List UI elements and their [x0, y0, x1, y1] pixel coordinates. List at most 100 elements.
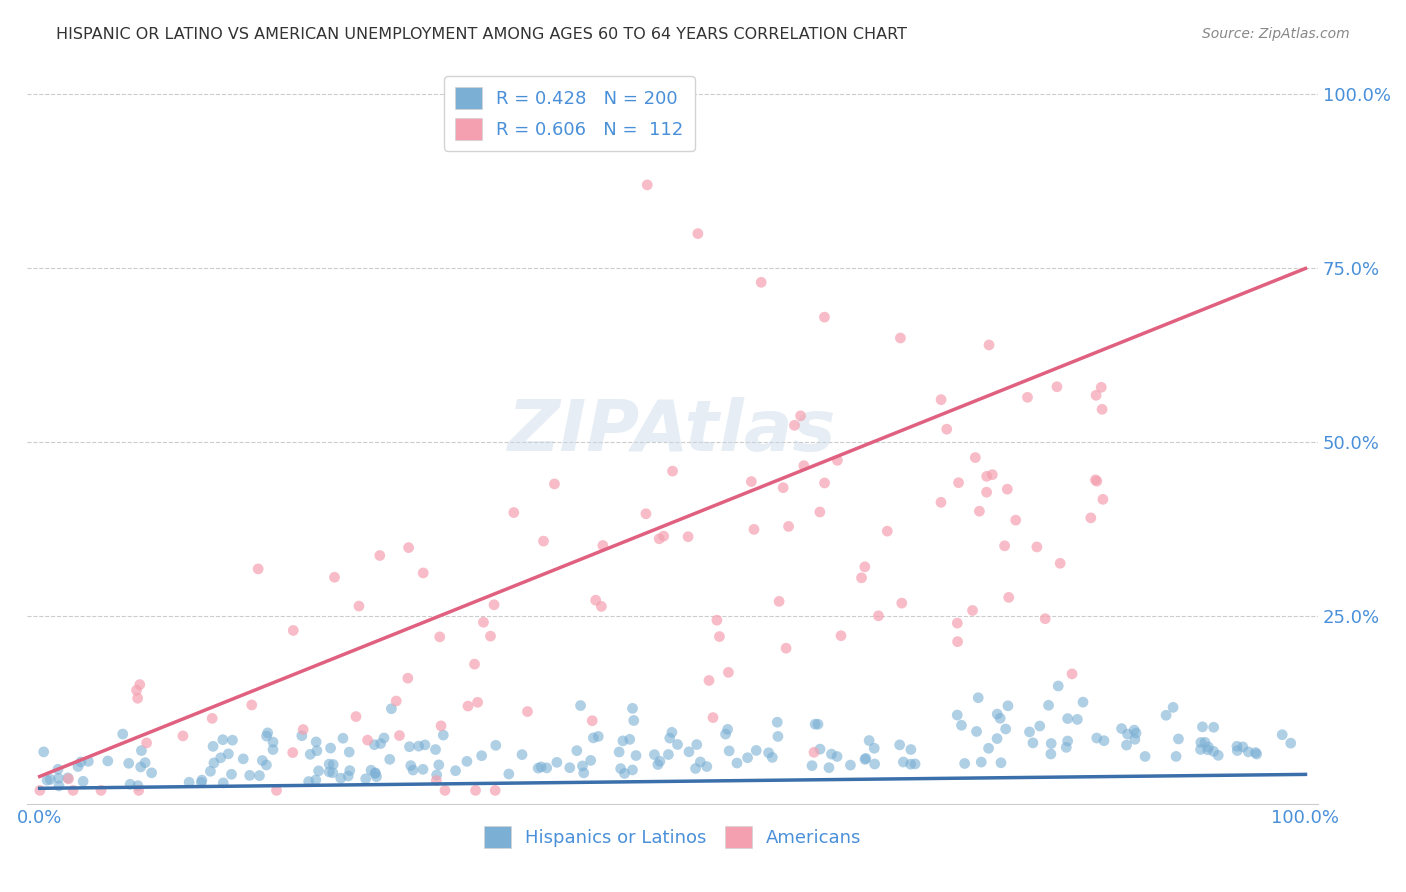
Point — [621, 701, 644, 715]
Point — [820, 747, 842, 761]
Point — [252, 754, 274, 768]
Point — [262, 735, 284, 749]
Point — [1017, 390, 1039, 404]
Point — [58, 772, 80, 786]
Point — [318, 757, 340, 772]
Point — [281, 746, 304, 760]
Point — [337, 745, 360, 759]
Point — [536, 761, 558, 775]
Point — [643, 747, 665, 762]
Point — [292, 723, 315, 737]
Point — [467, 695, 489, 709]
Point — [266, 783, 288, 797]
Point — [808, 505, 831, 519]
Point — [1071, 695, 1094, 709]
Point — [962, 603, 984, 617]
Point — [948, 475, 970, 490]
Point — [510, 747, 533, 762]
Point — [990, 756, 1012, 770]
Point — [1226, 739, 1249, 754]
Point — [853, 752, 876, 766]
Point — [354, 772, 377, 786]
Point — [1111, 722, 1133, 736]
Point — [380, 702, 402, 716]
Point — [1197, 743, 1219, 757]
Point — [378, 752, 401, 766]
Point — [485, 739, 508, 753]
Point — [1085, 388, 1108, 402]
Point — [697, 673, 720, 688]
Point — [876, 524, 898, 538]
Point — [368, 549, 391, 563]
Point — [789, 409, 811, 423]
Point — [571, 759, 593, 773]
Point — [1046, 380, 1069, 394]
Point — [329, 771, 352, 785]
Point — [1197, 739, 1219, 754]
Point — [613, 766, 636, 780]
Point — [853, 559, 876, 574]
Point — [647, 757, 669, 772]
Point — [749, 276, 772, 290]
Point — [1080, 511, 1102, 525]
Point — [457, 699, 479, 714]
Point — [863, 741, 886, 756]
Point — [412, 566, 434, 580]
Point — [502, 506, 524, 520]
Point — [388, 729, 411, 743]
Point — [398, 739, 420, 754]
Point — [889, 331, 911, 345]
Point — [305, 744, 328, 758]
Point — [308, 764, 330, 778]
Point — [1066, 713, 1088, 727]
Point — [39, 772, 62, 787]
Point — [1018, 725, 1040, 739]
Point — [339, 764, 361, 778]
Point — [619, 732, 641, 747]
Point — [793, 458, 815, 473]
Point — [1189, 742, 1212, 756]
Point — [648, 754, 671, 768]
Point — [118, 756, 141, 771]
Point — [221, 767, 243, 781]
Point — [247, 562, 270, 576]
Point — [995, 482, 1018, 496]
Text: HISPANIC OR LATINO VS AMERICAN UNEMPLOYMENT AMONG AGES 60 TO 64 YEARS CORRELATIO: HISPANIC OR LATINO VS AMERICAN UNEMPLOYM… — [56, 27, 907, 42]
Point — [200, 764, 222, 779]
Point — [1022, 736, 1045, 750]
Point — [427, 757, 450, 772]
Point — [232, 752, 254, 766]
Point — [498, 767, 520, 781]
Point — [396, 671, 419, 685]
Point — [946, 616, 969, 631]
Point — [1004, 513, 1026, 527]
Point — [904, 756, 927, 771]
Point — [858, 733, 880, 747]
Point — [425, 742, 447, 756]
Point — [946, 708, 969, 723]
Point — [1164, 749, 1187, 764]
Point — [1271, 728, 1294, 742]
Point — [855, 751, 877, 765]
Point — [464, 783, 486, 797]
Point — [976, 469, 998, 483]
Point — [1232, 739, 1254, 754]
Point — [305, 735, 328, 749]
Point — [585, 593, 607, 607]
Point — [366, 770, 388, 784]
Point — [761, 750, 783, 764]
Point — [111, 727, 134, 741]
Point — [772, 481, 794, 495]
Point — [1056, 712, 1078, 726]
Point — [66, 759, 89, 773]
Legend: Hispanics or Latinos, Americans: Hispanics or Latinos, Americans — [477, 818, 869, 855]
Point — [408, 739, 430, 753]
Point — [648, 532, 671, 546]
Point — [332, 731, 354, 746]
Point — [591, 599, 613, 614]
Point — [1090, 380, 1112, 394]
Point — [766, 715, 789, 730]
Point — [363, 738, 385, 752]
Point — [344, 709, 367, 723]
Point — [70, 755, 93, 769]
